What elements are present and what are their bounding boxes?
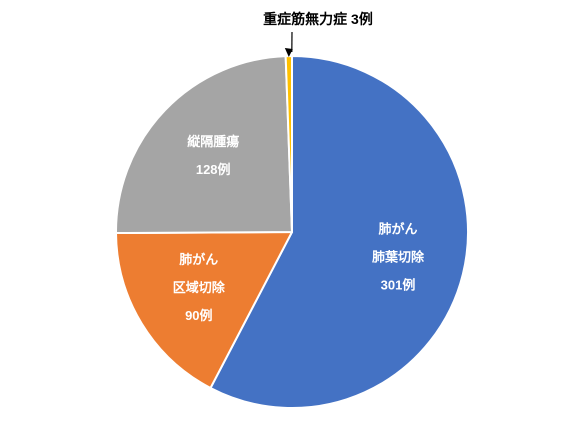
slice-category-label: 肺がん bbox=[179, 252, 218, 267]
callout-category: 重症筋無力症 bbox=[263, 11, 347, 27]
callout-count: 3例 bbox=[347, 11, 373, 27]
slice-callout-label: 重症筋無力症 3例 bbox=[263, 11, 373, 27]
slice-category-label: 肺葉切除 bbox=[372, 249, 425, 264]
slice-category-label: 縦隔腫瘍 bbox=[187, 134, 239, 149]
slice-count-label: 90例 bbox=[185, 308, 212, 323]
slice-label-2: 縦隔腫瘍 128例 bbox=[187, 134, 239, 177]
slice-count-label: 128例 bbox=[196, 162, 231, 177]
slice-category-label: 肺がん bbox=[378, 221, 417, 236]
pie-slice-1 bbox=[115, 231, 293, 389]
slice-count-label: 301例 bbox=[381, 277, 416, 292]
slice-category-label: 区域切除 bbox=[173, 280, 226, 295]
callout-layer: 重症筋無力症 3例 bbox=[263, 11, 373, 58]
pie-slice-0 bbox=[209, 55, 469, 409]
slices-layer bbox=[114, 54, 469, 409]
pie-slice-2 bbox=[114, 55, 293, 235]
callout-arrow-icon bbox=[284, 48, 293, 58]
